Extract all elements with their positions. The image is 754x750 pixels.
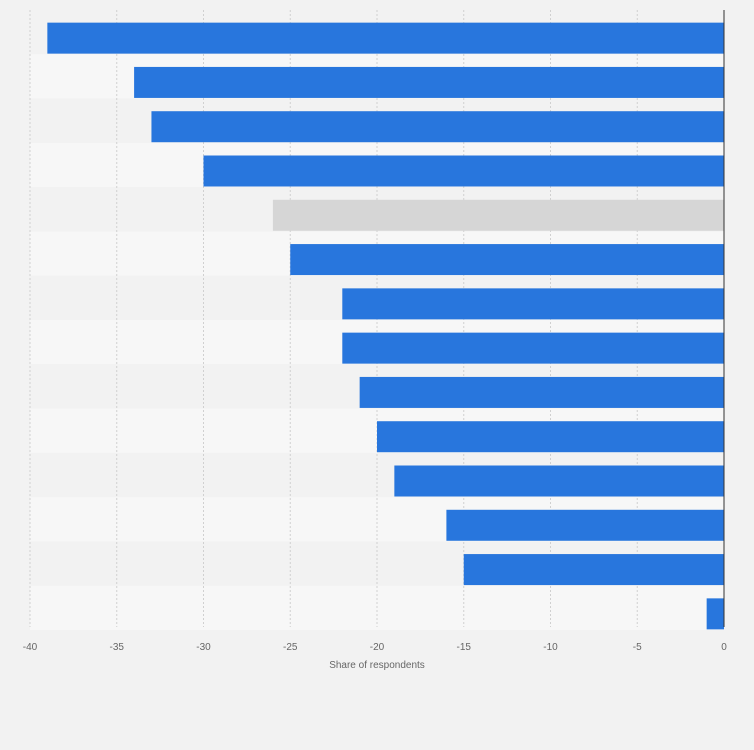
bar[interactable] xyxy=(377,421,724,453)
bar[interactable] xyxy=(290,244,724,276)
x-tick-label: -10 xyxy=(543,642,558,653)
x-axis-label: Share of respondents xyxy=(329,660,425,671)
bar[interactable] xyxy=(272,199,724,231)
bar[interactable] xyxy=(203,155,725,187)
x-tick-label: -20 xyxy=(370,642,385,653)
x-tick-label: -35 xyxy=(110,642,125,653)
bar[interactable] xyxy=(134,66,725,98)
x-tick-label: -25 xyxy=(283,642,298,653)
bar[interactable] xyxy=(151,111,724,143)
x-tick-label: 0 xyxy=(721,642,727,653)
x-tick-label: -15 xyxy=(457,642,472,653)
x-tick-label: -40 xyxy=(23,642,38,653)
x-tick-label: -5 xyxy=(633,642,642,653)
bar[interactable] xyxy=(342,288,724,320)
bar[interactable] xyxy=(342,332,724,364)
bar[interactable] xyxy=(706,598,724,630)
bar[interactable] xyxy=(47,22,725,54)
x-tick-label: -30 xyxy=(196,642,211,653)
bar[interactable] xyxy=(359,376,724,408)
bar[interactable] xyxy=(463,554,724,586)
bar[interactable] xyxy=(446,509,724,541)
bar[interactable] xyxy=(394,465,724,497)
